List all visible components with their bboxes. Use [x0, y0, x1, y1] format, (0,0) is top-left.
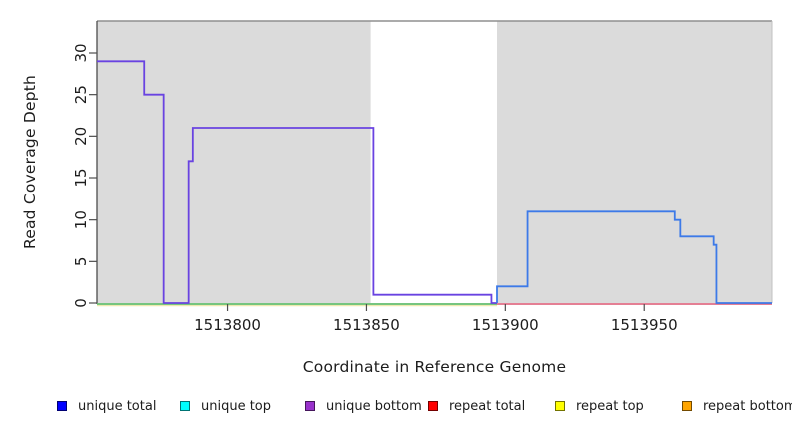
x-axis-title: Coordinate in Reference Genome [302, 358, 567, 376]
y-tick-label: 15 [72, 168, 90, 187]
series-unique-bottom [97, 60, 497, 304]
legend-item-repeat-bottom: repeat bottom [682, 398, 792, 414]
legend-label: repeat total [449, 398, 526, 414]
y-tick-label: 20 [72, 127, 90, 146]
legend-label: repeat bottom [703, 398, 792, 414]
y-tick-label: 5 [72, 257, 90, 267]
legend-item-repeat-top: repeat top [555, 398, 644, 414]
series-unique-total [496, 210, 772, 304]
x-tick-label: 1513850 [333, 316, 400, 334]
legend-swatch-icon [555, 401, 565, 411]
x-tick-label: 1513800 [194, 316, 261, 334]
legend: unique total unique top unique bottom repea… [0, 398, 792, 418]
y-tick-label: 30 [72, 43, 90, 62]
y-tick-label: 25 [72, 85, 90, 104]
legend-item-unique-bottom: unique bottom [305, 398, 422, 414]
shaded-region-right [497, 21, 772, 303]
y-axis-title: Read Coverage Depth [21, 74, 39, 250]
legend-swatch-icon [428, 401, 438, 411]
legend-label: unique bottom [326, 398, 422, 414]
y-tick-label: 0 [72, 298, 90, 308]
legend-label: unique top [201, 398, 272, 414]
legend-item-repeat-total: repeat total [428, 398, 525, 414]
legend-swatch-icon [180, 401, 190, 411]
legend-item-unique-top: unique top [180, 398, 271, 414]
legend-swatch-icon [682, 401, 692, 411]
legend-label: unique total [78, 398, 157, 414]
legend-item-unique-total: unique total [57, 398, 156, 414]
x-tick-label: 1513900 [472, 316, 539, 334]
legend-swatch-icon [305, 401, 315, 411]
y-tick-label: 10 [72, 210, 90, 229]
legend-label: repeat top [576, 398, 644, 414]
x-tick-label: 1513950 [611, 316, 678, 334]
shaded-region-left [97, 21, 371, 303]
legend-swatch-icon [57, 401, 67, 411]
